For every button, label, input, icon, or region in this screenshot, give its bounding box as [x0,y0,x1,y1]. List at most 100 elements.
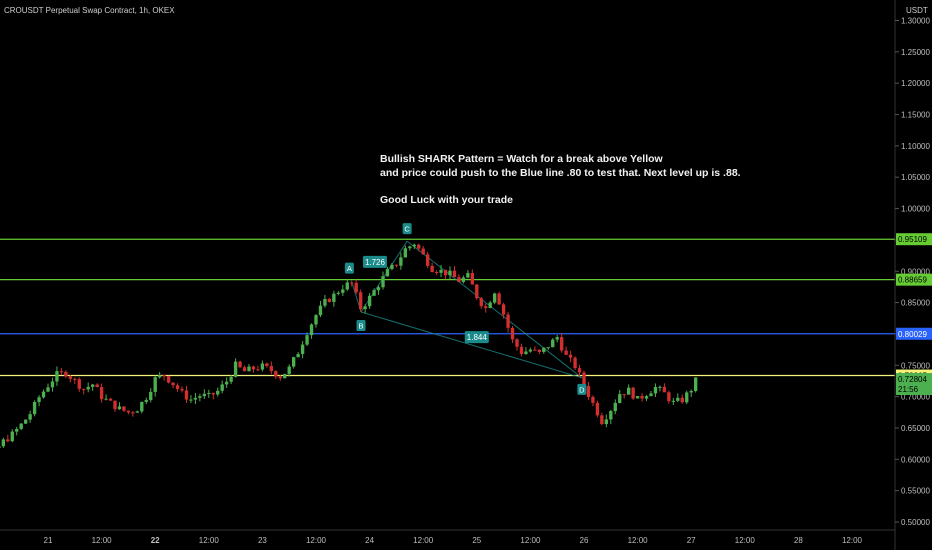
candle-up [649,393,653,397]
pattern-point-marker [344,262,354,274]
candle-up [376,287,381,291]
candle-down [251,366,256,370]
candle-down [501,304,506,315]
candle-down [533,349,537,351]
candle-down [591,396,595,403]
candle-up [399,257,403,266]
candle-up [408,246,412,249]
price-tick-label: 0.65000 [901,424,930,433]
time-tick-label: 27 [687,536,696,545]
time-tick-label: 25 [472,536,481,545]
time-tick-label: 21 [44,536,53,545]
candle-up [488,302,492,308]
candle-down [667,392,671,402]
candle-down [265,363,269,367]
candle-up [15,428,19,432]
candle-up [671,400,676,402]
candle-down [515,339,519,347]
candle-down [242,367,247,372]
candle-down [99,387,104,400]
price-tick-label: 0.50000 [901,518,930,527]
candle-up [314,315,318,325]
pattern-point-label: B [359,321,364,330]
time-tick-label: 12:00 [306,536,327,545]
candle-down [327,298,332,302]
candle-up [345,282,349,290]
candle-down [434,271,439,273]
time-axis[interactable]: 21 12:00 22 12:00 23 12:00 24 12:00 25 12:00 26 12:… [0,529,895,545]
candle-down [113,400,117,410]
last-price-label: 0.72804 [898,375,927,384]
level-tag-label: 0.88659 [898,276,927,285]
candle-up [10,431,14,442]
candle-down [519,346,524,355]
candle-down [564,350,568,355]
candle-up [153,377,157,392]
time-tick-label: 12:00 [842,536,863,545]
price-tick-label: 1.20000 [901,79,930,88]
candle-up [604,419,609,425]
candle-down [600,415,604,425]
candle-down [595,402,600,416]
ratio-label: 1.844 [467,333,488,342]
time-tick-label: 28 [794,536,803,545]
time-tick-label: 22 [151,536,160,545]
candle-up [381,276,385,288]
candle-down [484,306,488,308]
candle-up [140,401,144,412]
candle-down [640,396,644,399]
candle-down [577,368,582,373]
candle-up [439,269,443,273]
candle-up [19,423,23,429]
candle-up [233,361,238,377]
candle-up [296,354,300,358]
candle-up [372,290,376,296]
candle-down [582,372,586,386]
candle-down [171,382,175,386]
candle-up [466,273,470,278]
candle-down [568,354,573,358]
candle-down [59,371,64,373]
candle-down [131,412,135,414]
level-lines [0,238,895,377]
candle-down [662,386,667,393]
candle-down [180,389,184,391]
candle-up [220,384,224,391]
candle-down [559,337,564,351]
candle-down [680,397,684,403]
candle-up [300,344,305,355]
candle-up [609,411,613,420]
pattern-line [406,240,583,379]
candle-up [542,347,546,352]
candle-down [126,410,131,413]
candle-up [385,269,390,277]
price-tick-label: 1.10000 [901,142,930,151]
candle-down [350,282,354,284]
candle-up [260,363,265,370]
candle-up [305,335,309,345]
candle-up [318,305,323,316]
last-price-tag-bg [896,373,932,396]
pattern-point-label: D [579,385,585,394]
time-tick-label: 12:00 [92,536,113,545]
price-axis[interactable]: 1.30000 1.25000 1.20000 1.15000 1.10000 1.050… [894,0,930,550]
candle-up [1,439,6,447]
pattern-point-marker [356,319,366,331]
pattern-point-marker [577,383,587,395]
time-tick-label: 26 [580,536,589,545]
countdown-label: 21:56 [898,385,919,394]
candle-down [586,385,591,397]
candle-up [41,391,46,398]
ratio-label: 1.726 [365,258,386,267]
candle-up [86,386,90,390]
candle-up [336,292,341,294]
candle-up [193,397,198,400]
candle-down [95,384,99,388]
candle-up [50,381,55,388]
candle-down [64,371,68,377]
candle-down [425,254,430,266]
pattern-point-label: A [347,264,352,273]
candle-up [551,339,555,348]
